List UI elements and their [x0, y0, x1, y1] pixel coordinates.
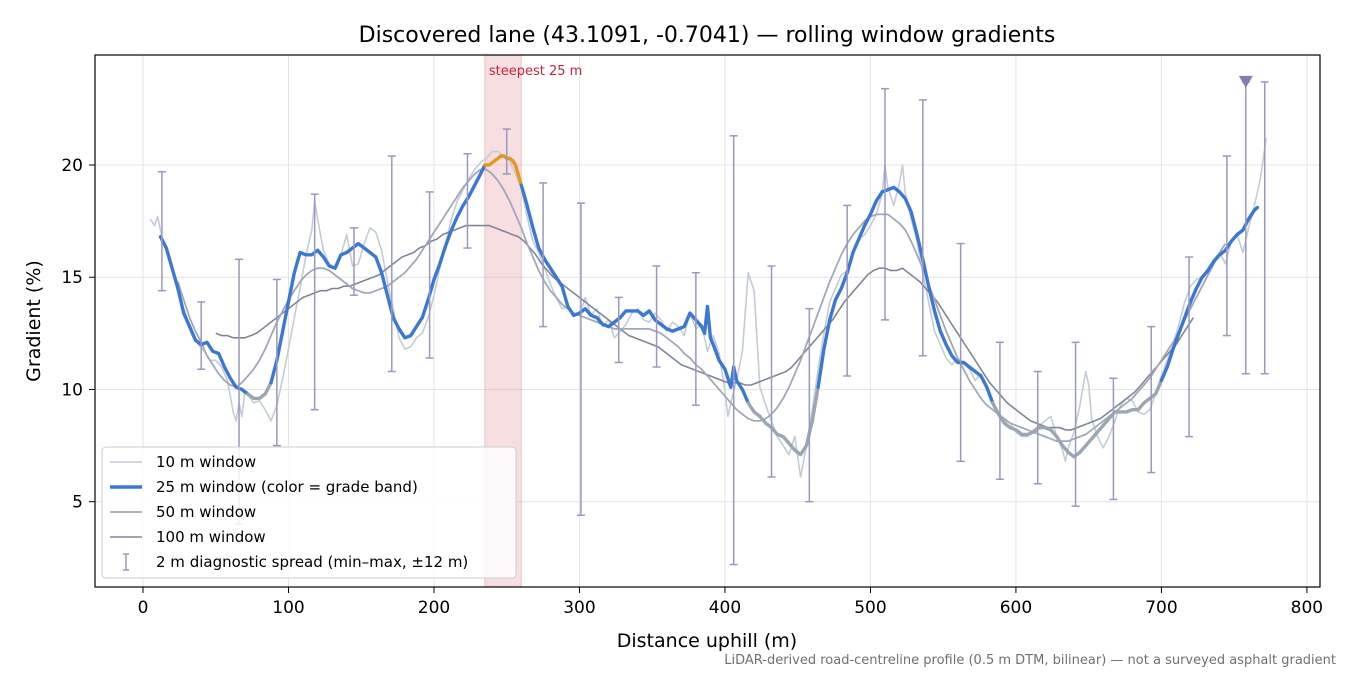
steepest-label: steepest 25 m: [489, 64, 582, 79]
footnote: LiDAR-derived road-centreline profile (0…: [724, 653, 1336, 668]
series-line-w50: [177, 168, 1227, 442]
x-tick-label: 300: [563, 598, 595, 618]
legend: 10 m window 25 m window (color = grade ba…: [101, 446, 517, 579]
x-tick-label: 800: [1291, 598, 1323, 618]
series-line-w25-mild: [991, 378, 1164, 459]
y-axis-label: Gradient (%): [23, 260, 45, 382]
grid-lines: [95, 55, 1320, 587]
x-axis-label: Distance uphill (m): [617, 630, 797, 652]
axes-frame: [94, 54, 1321, 588]
y-tick-label: 5: [72, 493, 83, 513]
axes-border: [94, 54, 1321, 588]
series-line-w25-main: [519, 183, 750, 405]
legend-label-w50: 50 m window: [156, 503, 256, 521]
series-line-w25-steep: [483, 154, 523, 187]
series-line-w25-mild: [746, 385, 820, 457]
y-tick-label: 20: [61, 156, 83, 176]
steepest-marker: [1238, 75, 1253, 88]
x-tick-label: 0: [138, 598, 149, 618]
chart-title: Discovered lane (43.1091, -0.7041) — rol…: [359, 23, 1056, 48]
legend-box: [101, 446, 517, 579]
series-line-w25-main: [269, 163, 487, 385]
x-tick-label: 700: [1145, 598, 1177, 618]
spread-errorbars: [157, 75, 1269, 566]
series-line-w10: [149, 137, 1267, 478]
legend-label-w10: 10 m window: [156, 453, 256, 471]
legend-label-w25: 25 m window (color = grade band): [156, 478, 418, 496]
series-line-w25-main: [158, 235, 250, 396]
axis-ticks: 0 100 200 300 400 500 600 700 800 5 10 15 20: [61, 156, 1323, 618]
x-tick-label: 500: [854, 598, 886, 618]
x-tick-label: 100: [272, 598, 304, 618]
legend-label-spread: 2 m diagnostic spread (min–max, ±12 m): [156, 553, 468, 571]
series-lines: [149, 137, 1267, 478]
series-line-w25-main: [1159, 205, 1260, 383]
legend-label-w100: 100 m window: [156, 528, 266, 546]
series-line-w25-mild: [246, 381, 273, 401]
y-tick-label: 10: [61, 380, 83, 400]
y-tick-label: 15: [61, 268, 83, 288]
x-tick-label: 400: [709, 598, 741, 618]
x-tick-label: 200: [418, 598, 450, 618]
x-tick-label: 600: [1000, 598, 1032, 618]
